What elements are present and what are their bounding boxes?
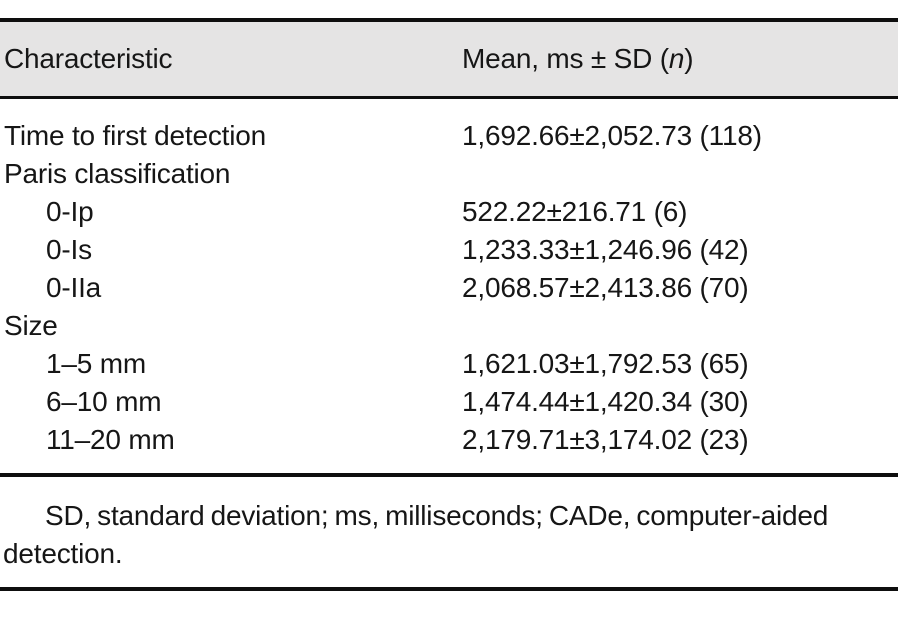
table-row: Time to first detection 1,692.66±2,052.7… — [0, 117, 898, 155]
header-characteristic: Characteristic — [4, 43, 173, 74]
row-value: 1,474.44±1,420.34 (30) — [462, 386, 749, 417]
body-bottom-rule — [0, 473, 898, 477]
italic-n: n — [668, 43, 685, 74]
row-label: Size — [4, 310, 58, 341]
row-label: 1–5 mm — [46, 348, 146, 379]
row-value: 1,233.33±1,246.96 (42) — [462, 234, 749, 265]
row-label: 11–20 mm — [46, 424, 175, 455]
row-value: 1,692.66±2,052.73 (118) — [462, 120, 762, 151]
header-bottom-rule — [0, 96, 898, 99]
row-value: 1,621.03±1,792.53 (65) — [462, 348, 749, 379]
table-row: 6–10 mm 1,474.44±1,420.34 (30) — [0, 383, 898, 421]
row-label: Paris classification — [4, 158, 231, 189]
table-footnote: SD, standard deviation; ms, milliseconds… — [3, 500, 829, 569]
table-row: Paris classification — [0, 155, 898, 193]
header-mean-sd: Mean, ms ± SD (n) — [462, 43, 694, 74]
table-row: 11–20 mm 2,179.71±3,174.02 (23) — [0, 421, 898, 459]
row-label: Time to first detection — [4, 120, 267, 151]
row-value: 2,179.71±3,174.02 (23) — [462, 424, 749, 455]
table-row: 1–5 mm 1,621.03±1,792.53 (65) — [0, 345, 898, 383]
row-label: 0-Is — [46, 234, 92, 265]
table-row: 0-Ip 522.22±216.71 (6) — [0, 193, 898, 231]
row-label: 0-IIa — [46, 272, 102, 303]
table-row: 0-Is 1,233.33±1,246.96 (42) — [0, 231, 898, 269]
table-row: Size — [0, 307, 898, 345]
row-label: 0-Ip — [46, 196, 94, 227]
table-top-rule — [0, 18, 898, 22]
table-header-row: Characteristic Mean, ms ± SD (n) — [0, 22, 898, 96]
table-body: Time to first detection 1,692.66±2,052.7… — [0, 117, 898, 459]
table-bottom-rule — [0, 587, 898, 591]
row-value: 2,068.57±2,413.86 (70) — [462, 272, 749, 303]
row-value: 522.22±216.71 (6) — [462, 196, 688, 227]
row-label: 6–10 mm — [46, 386, 162, 417]
table-row: 0-IIa 2,068.57±2,413.86 (70) — [0, 269, 898, 307]
